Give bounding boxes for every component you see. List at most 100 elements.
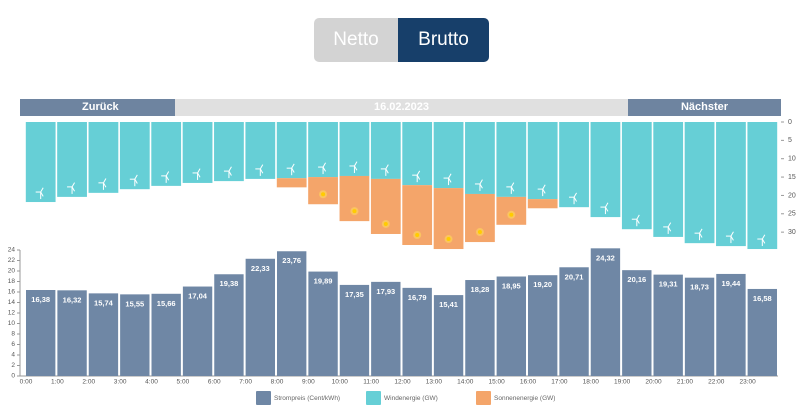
icon-part	[542, 188, 546, 194]
y-tick-label: 10	[788, 156, 796, 163]
price-bar	[433, 295, 464, 376]
sun-icon	[509, 212, 514, 217]
price-bar	[653, 274, 683, 376]
value-label: 17,35	[345, 290, 364, 299]
wind-bar	[590, 122, 621, 218]
icon-part	[259, 168, 264, 174]
icon-part	[322, 166, 326, 172]
x-tick-label: 4:00	[145, 379, 158, 386]
price-bar	[151, 293, 181, 376]
wind-bar	[747, 122, 778, 250]
icon-part	[510, 182, 515, 188]
y-tick-label: 22	[8, 257, 16, 264]
toggle-netto[interactable]: Netto	[314, 18, 398, 62]
y-tick-label: 30	[788, 229, 796, 236]
icon-part	[71, 182, 75, 188]
x-tick-label: 7:00	[239, 379, 252, 386]
icon-part	[416, 174, 421, 180]
x-tick-label: 17:00	[551, 379, 568, 386]
price-bar	[590, 248, 621, 376]
wind-bar	[653, 122, 684, 237]
wind-icon	[412, 170, 421, 183]
icon-part	[667, 222, 672, 228]
legend-swatch	[256, 391, 271, 405]
price-bar	[214, 274, 244, 376]
value-label: 19,20	[533, 280, 552, 289]
icon-part	[573, 192, 577, 198]
x-tick-label: 1:00	[51, 379, 64, 386]
icon-part	[542, 184, 546, 190]
price-bar	[371, 281, 401, 376]
icon-part	[165, 171, 170, 177]
value-label: 15,66	[157, 299, 176, 308]
y-tick-label: 20	[8, 268, 16, 275]
wind-bar	[559, 122, 589, 208]
icon-part	[479, 179, 483, 185]
toggle-brutto[interactable]: Brutto	[398, 18, 489, 62]
next-button[interactable]: Nächster	[628, 99, 781, 116]
wind-icon	[98, 178, 107, 190]
x-tick-label: 6:00	[208, 379, 221, 386]
nav-bar	[20, 99, 781, 116]
price-bar	[339, 284, 370, 376]
wind-icon	[286, 163, 295, 176]
wind-bar	[527, 122, 558, 200]
y-tick-label: 14	[8, 299, 16, 306]
x-tick-label: 2:00	[82, 379, 95, 386]
x-tick-label: 0:00	[20, 379, 33, 386]
price-bar	[57, 290, 87, 376]
wind-icon	[192, 168, 201, 180]
y-tick-label: 20	[788, 192, 796, 199]
wind-bar	[119, 122, 150, 190]
legend-swatch	[366, 391, 381, 405]
y-tick-label: 10	[8, 320, 16, 327]
sun-icon	[383, 221, 388, 226]
price-bar	[88, 293, 119, 376]
icon-part	[322, 162, 326, 168]
icon-part	[699, 228, 703, 234]
icon-part	[573, 196, 577, 202]
wind-icon	[474, 179, 483, 191]
icon-part	[448, 173, 452, 179]
value-label: 23,76	[282, 256, 301, 265]
prev-button[interactable]: Zurück	[20, 99, 175, 116]
wind-icon	[600, 202, 609, 215]
wind-bar	[465, 122, 495, 194]
icon-part	[730, 235, 734, 241]
date-label: 16.02.2023	[373, 101, 430, 113]
solar-bar	[276, 178, 307, 188]
icon-part	[197, 172, 201, 178]
icon-part	[134, 174, 138, 180]
icon-part	[416, 170, 421, 176]
x-tick-label: 23:00	[739, 379, 756, 386]
y-tick-label: 0	[11, 373, 15, 380]
wind-bar	[716, 122, 746, 247]
x-tick-label: 14:00	[457, 379, 474, 386]
value-label: 15,41	[439, 300, 458, 309]
icon-part	[40, 187, 44, 193]
prev-label: Zurück	[82, 101, 119, 113]
y-tick-label: 0	[788, 119, 792, 126]
legend-swatch	[476, 391, 491, 405]
y-tick-label: 12	[8, 310, 16, 317]
wind-icon	[663, 222, 672, 234]
wind-icon	[349, 161, 358, 173]
price-bar	[528, 275, 558, 376]
x-tick-label: 5:00	[177, 379, 190, 386]
wind-icon	[223, 166, 232, 179]
value-label: 19,44	[722, 279, 742, 288]
x-tick-label: 19:00	[614, 379, 631, 386]
wind-icon	[129, 174, 138, 187]
icon-part	[510, 186, 515, 192]
wind-icon	[757, 234, 766, 247]
sun-icon	[415, 232, 420, 237]
icon-part	[448, 177, 452, 183]
value-label: 18,95	[502, 281, 521, 290]
icon-part	[259, 164, 264, 170]
wind-icon	[537, 184, 546, 197]
icon-part	[134, 178, 138, 184]
y-tick-label: 8	[11, 331, 15, 338]
value-label: 16,58	[753, 294, 772, 303]
icon-part	[385, 164, 389, 170]
y-tick-label: 18	[8, 278, 16, 285]
